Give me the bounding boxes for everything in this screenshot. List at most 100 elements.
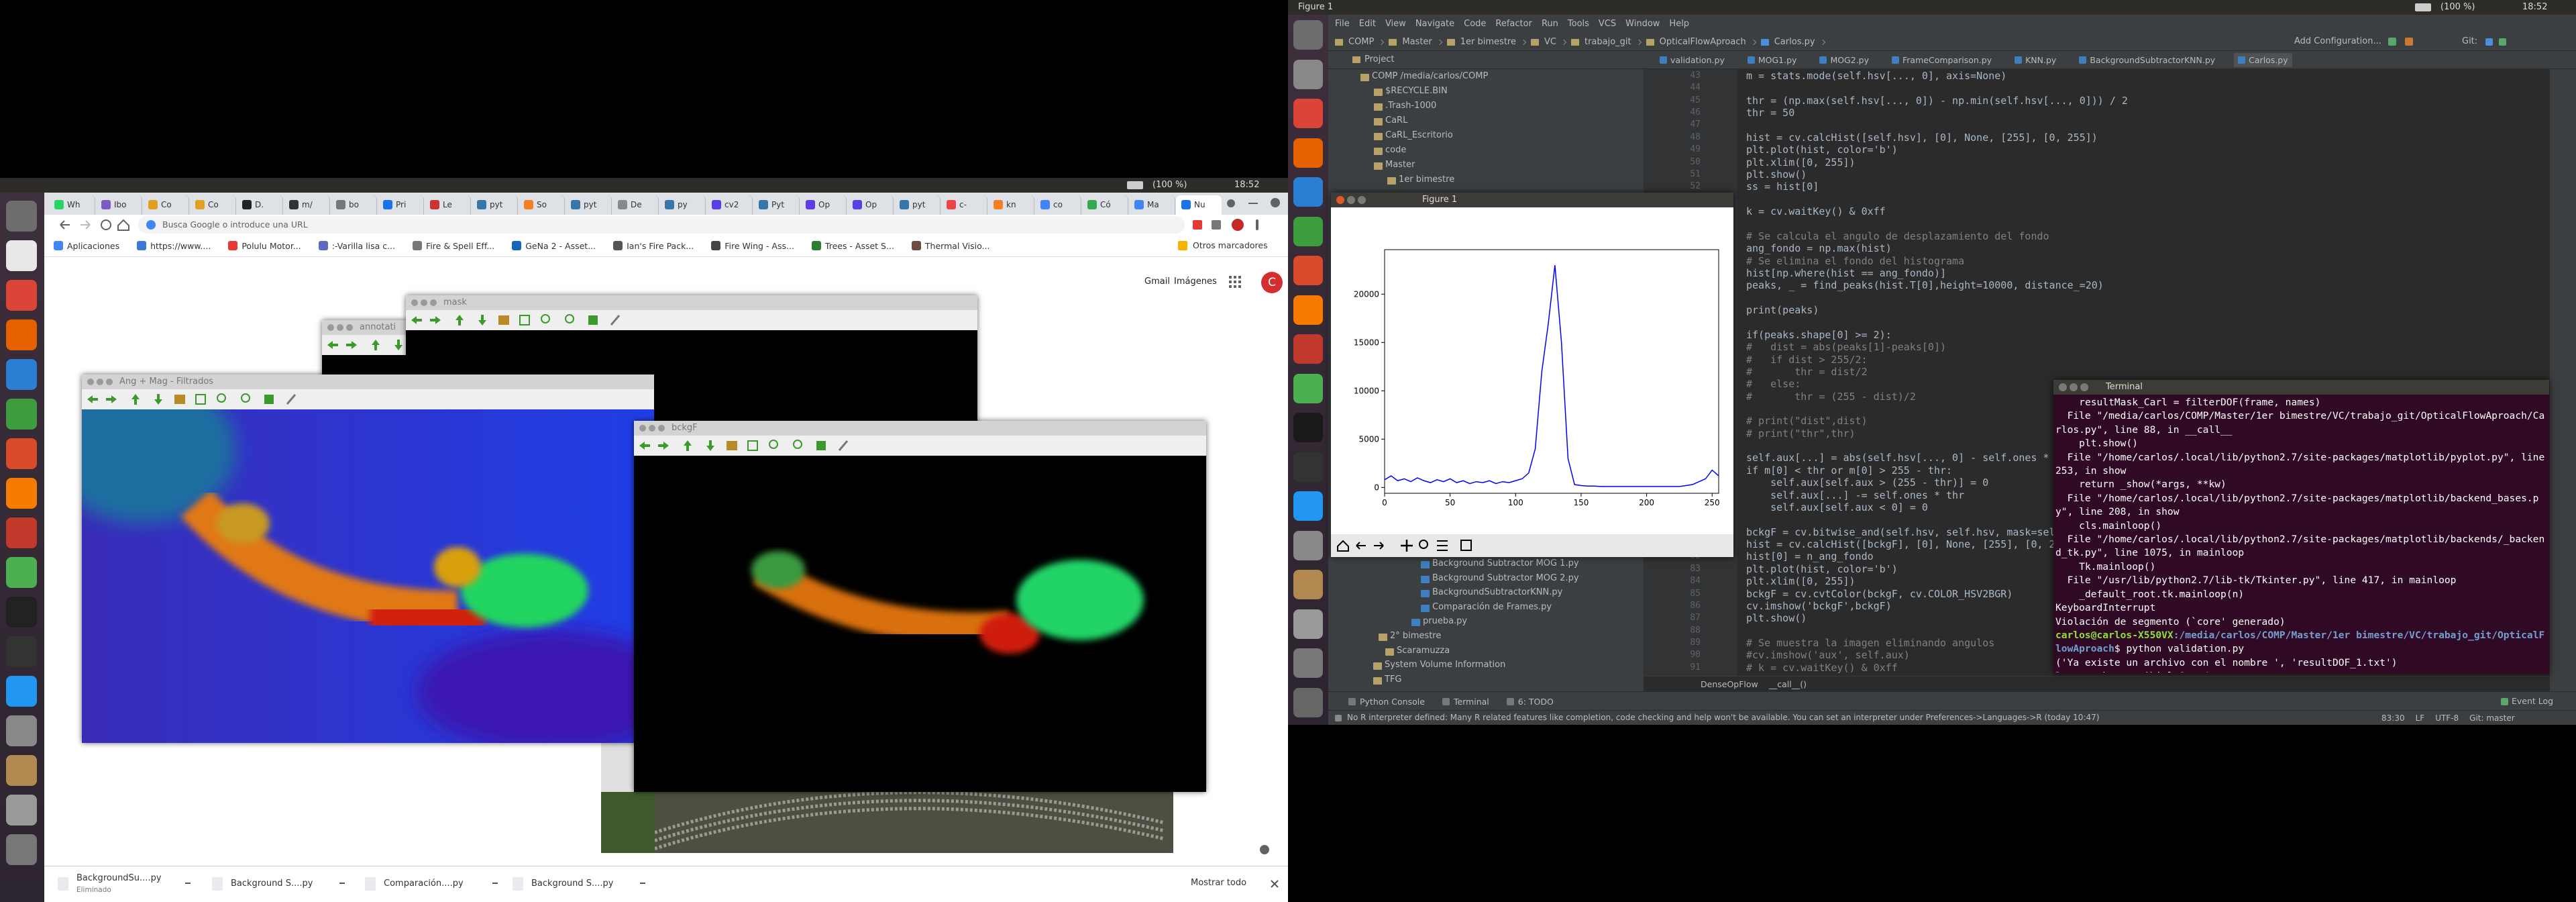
download-item[interactable]: Background S....py [508, 872, 649, 897]
icon[interactable] [6, 755, 37, 786]
tab[interactable]: pyt [472, 195, 518, 215]
tab[interactable]: Co [143, 195, 189, 215]
save-button[interactable] [1460, 540, 1472, 551]
icon[interactable] [6, 438, 37, 469]
bookmark[interactable]: GeNa 2 - Asset... [512, 241, 596, 251]
apps-button[interactable] [1229, 276, 1241, 288]
menu-item[interactable]: Edit [1358, 19, 1376, 29]
bookmark[interactable]: :-Varilla lisa c... [318, 241, 395, 251]
toolbar-button[interactable] [769, 440, 778, 449]
icon[interactable] [1293, 687, 1323, 717]
tab[interactable]: Le [425, 195, 471, 215]
back-button[interactable] [60, 220, 70, 230]
toolbar-button[interactable] [455, 315, 464, 325]
breadcrumb-item[interactable]: COMP [1348, 37, 1375, 47]
toolbar-button[interactable] [106, 395, 117, 403]
editor-tab[interactable]: validation.py [1656, 53, 1729, 67]
icon[interactable] [1293, 530, 1323, 560]
icon[interactable] [1293, 20, 1323, 50]
icon[interactable] [1293, 648, 1323, 678]
tab[interactable]: Wh [49, 195, 95, 215]
tab[interactable]: Pri [378, 195, 424, 215]
tree-item[interactable]: 2° bimestre [1390, 631, 1442, 641]
icon[interactable] [1293, 216, 1323, 246]
toolbar-button[interactable] [430, 316, 441, 324]
tree-item[interactable]: Background Subtractor MOG 2.py [1432, 572, 1579, 583]
download-item[interactable]: BackgroundSu....py Eliminado [54, 872, 195, 897]
tab[interactable]: Có [1082, 195, 1128, 215]
other-bookmarks[interactable]: Otros marcadores [1193, 240, 1268, 250]
tree-item[interactable]: prueba.py [1423, 616, 1468, 627]
toolbar-button[interactable] [195, 394, 206, 405]
menu-item[interactable]: Help [1669, 19, 1690, 29]
tree-item[interactable]: Master [1385, 160, 1415, 170]
icon[interactable] [6, 478, 37, 509]
toolbar-button[interactable] [588, 315, 598, 325]
tab[interactable]: pyt [566, 195, 612, 215]
toolbar-button[interactable] [174, 395, 185, 404]
icon[interactable] [1293, 177, 1323, 207]
icon[interactable] [6, 795, 37, 825]
tab[interactable]: m/ [284, 195, 330, 215]
icon[interactable] [1293, 138, 1323, 168]
toolbar-button[interactable] [706, 440, 714, 451]
toolbar-button[interactable] [793, 440, 802, 449]
icon[interactable] [1293, 609, 1323, 639]
icon[interactable] [1293, 59, 1323, 89]
icon[interactable] [6, 597, 37, 628]
toolbar-button[interactable] [519, 315, 530, 325]
tab[interactable]: pyt [894, 195, 941, 215]
breadcrumb-item[interactable]: Master [1402, 37, 1432, 47]
toolbar-button[interactable] [565, 314, 574, 323]
bookmark[interactable]: Aplicaciones [54, 241, 119, 251]
toolbar-button[interactable] [217, 393, 226, 403]
account-avatar[interactable]: C [1261, 272, 1283, 293]
toolbar-button[interactable] [346, 341, 357, 349]
configure-button[interactable] [1437, 540, 1448, 551]
icon[interactable] [6, 240, 37, 271]
tree-item[interactable]: CaRL_Escritorio [1385, 130, 1453, 140]
menu-item[interactable]: View [1385, 19, 1406, 29]
status-item[interactable]: UTF-8 [2435, 713, 2459, 723]
editor-tab[interactable]: Carlos.py [2234, 53, 2292, 67]
event-log-button[interactable]: Event Log [2512, 696, 2554, 706]
toolbar-button[interactable] [131, 394, 140, 405]
editor-tab[interactable]: MOG1.py [1743, 53, 1801, 67]
breadcrumb-item[interactable]: trabajo_git [1584, 37, 1631, 47]
toolbar-button[interactable] [327, 341, 338, 349]
toolbar-button[interactable] [747, 440, 758, 451]
breadcrumb-item[interactable]: Carlos.py [1774, 37, 1815, 47]
status-item[interactable]: LF [2415, 713, 2425, 723]
tab[interactable]: Op [800, 195, 847, 215]
icon[interactable] [1293, 99, 1323, 128]
icon[interactable] [6, 399, 37, 430]
tab[interactable]: D. [237, 195, 283, 215]
editor-tab[interactable]: MOG2.py [1815, 53, 1873, 67]
tool-window-button[interactable]: 6: TODO [1506, 697, 1554, 707]
tree-item[interactable]: $RECYCLE.BIN [1385, 86, 1448, 96]
omnibox[interactable]: Busca Google o introduce una URL [138, 216, 1185, 234]
download-item[interactable]: Comparación....py [361, 872, 502, 897]
menu-item[interactable]: Tools [1567, 19, 1589, 29]
menu-item[interactable]: Navigate [1415, 19, 1455, 29]
toolbar-button[interactable] [838, 440, 849, 451]
tree-item[interactable]: System Volume Information [1385, 660, 1506, 670]
status-item[interactable]: Git: master [2469, 713, 2515, 723]
tab[interactable]: Ibo [96, 195, 142, 215]
tree-item[interactable]: BackgroundSubtractorKNN.py [1432, 587, 1563, 598]
bookmark[interactable]: Polulu Motor... [228, 241, 301, 251]
run-configuration[interactable]: Add Configuration... [2294, 36, 2381, 46]
tab[interactable]: De [612, 195, 659, 215]
gmail-link[interactable]: Gmail [1144, 277, 1170, 287]
forward-button[interactable] [1374, 542, 1384, 550]
icon[interactable] [6, 201, 37, 232]
menu-item[interactable]: Window [1625, 19, 1660, 29]
forward-button[interactable] [80, 220, 91, 230]
breadcrumb-item[interactable]: DenseOpFlow [1701, 679, 1758, 689]
tool-window-button[interactable]: Python Console [1348, 697, 1425, 707]
icon[interactable] [1293, 295, 1323, 325]
toolbar-button[interactable] [478, 315, 486, 325]
tree-item[interactable]: TFG [1385, 674, 1402, 685]
toolbar-button[interactable] [87, 395, 98, 403]
breadcrumb-item[interactable]: 1er bimestre [1460, 37, 1516, 47]
